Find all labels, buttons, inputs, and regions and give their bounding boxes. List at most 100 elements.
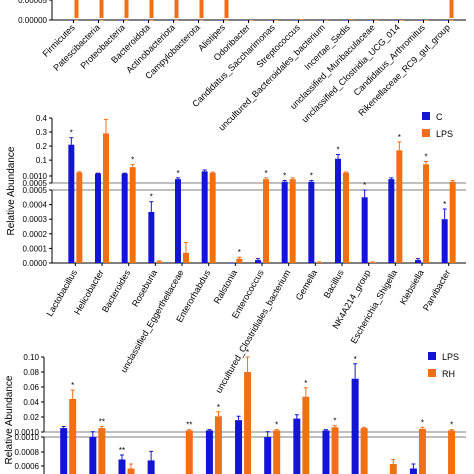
bar-s0-1 — [93, 20, 98, 21]
significance-star-12: * — [398, 133, 401, 142]
bar-top-cut-1 — [99, 0, 104, 18]
bar-s0-14 — [418, 20, 423, 21]
bar-s0-5 — [193, 20, 198, 21]
bar-top-cut-5 — [199, 0, 204, 18]
significance-star-5: * — [217, 403, 220, 412]
bar-s1-10 — [360, 428, 368, 474]
bar-s0-1 — [89, 437, 97, 474]
legend-swatch-0 — [428, 352, 436, 360]
bar-s1-1 — [98, 428, 106, 474]
x-tick-label-10: Bacillus — [322, 268, 346, 300]
y-tick-label-lower-1: 0.0008 — [15, 448, 40, 457]
bar-s1-9 — [316, 262, 323, 263]
y-tick-label-upper-0: 0.4 — [36, 114, 48, 123]
bar-s1-1 — [99, 20, 104, 21]
bar-s1-8 — [289, 179, 296, 263]
bar-s0-7 — [243, 20, 248, 21]
bar-s1-6 — [236, 258, 243, 263]
bar-s0-4 — [168, 20, 173, 21]
bar-s1-11 — [349, 19, 354, 20]
bar-s1-12 — [396, 150, 403, 263]
bar-s0-0 — [68, 20, 73, 21]
middle-chart: 0.40.30.20.10.00100.00050.00050.00040.00… — [6, 112, 466, 395]
y-tick-label-lower-4: 0.0001 — [23, 244, 48, 253]
bar-s1-2 — [127, 468, 135, 474]
significance-star-1: ** — [99, 417, 105, 426]
bar-s1-14 — [424, 20, 429, 21]
bar-top-cut-2 — [124, 0, 129, 18]
bar-s1-15 — [449, 20, 454, 21]
bar-s0-6 — [235, 420, 243, 474]
significance-star-13: * — [450, 421, 453, 430]
bar-s1-7 — [273, 430, 281, 474]
significance-star-4: ** — [186, 421, 192, 430]
x-tick-label-14: Parvibacter — [421, 268, 452, 312]
bar-s0-2 — [118, 20, 123, 21]
significance-star-10: * — [354, 355, 357, 364]
bar-s1-9 — [331, 427, 339, 474]
y-tick-label-lower-1: 0.0004 — [23, 201, 48, 210]
significance-star-10: * — [336, 146, 339, 155]
y-tick-label-upper-0: 0.10 — [23, 353, 39, 362]
bar-s0-5 — [201, 171, 208, 263]
y-tick-label-upper-2: 0.2 — [36, 142, 48, 151]
bar-top-cut-15 — [449, 0, 454, 18]
bar-s1-7 — [249, 20, 254, 21]
y-tick-label-0: 0.00005 — [18, 0, 47, 5]
x-tick-label-3: Roseburia — [130, 268, 159, 309]
bar-s1-6 — [224, 20, 229, 21]
bar-s0-9 — [322, 430, 330, 474]
significance-star-7: * — [264, 169, 267, 178]
significance-star-6: * — [246, 348, 249, 357]
bar-s0-0 — [60, 428, 68, 474]
bar-top-cut-6 — [224, 0, 229, 18]
bar-s1-5 — [214, 416, 222, 474]
significance-star-3: * — [150, 193, 153, 202]
x-tick-label-6: Ralstonia — [212, 268, 239, 306]
bar-s1-11 — [369, 262, 376, 263]
bar-s0-6 — [228, 263, 235, 264]
y-axis-label: Relative Abundance — [6, 146, 17, 235]
bar-s0-4 — [175, 179, 181, 263]
bar-s1-13 — [448, 430, 456, 474]
y-tick-label-lower-0: 0.0010 — [15, 433, 40, 442]
legend-swatch-0 — [422, 112, 430, 120]
significance-star-0: * — [71, 381, 74, 390]
bar-s0-10 — [351, 378, 359, 474]
significance-star-2: ** — [119, 446, 125, 455]
bar-s0-11 — [343, 20, 348, 21]
significance-star-11: * — [363, 181, 366, 190]
y-tick-label-upper-2: 0.06 — [23, 383, 39, 392]
legend-label-0: C — [436, 112, 443, 122]
bar-s1-0 — [69, 399, 77, 474]
bar-s0-8 — [268, 20, 273, 21]
bar-s0-12 — [388, 179, 395, 263]
y-tick-label-lower-2: 0.0006 — [15, 462, 40, 471]
bar-s1-14 — [449, 181, 456, 263]
bar-s1-7 — [263, 179, 269, 263]
bar-s0-2 — [121, 173, 128, 263]
bar-s1-3 — [149, 20, 154, 21]
bar-s0-10 — [335, 158, 341, 263]
legend-label-0: LPS — [442, 352, 459, 362]
significance-star-8: * — [304, 379, 307, 388]
y-tick-label-upper-1: 0.08 — [23, 368, 39, 377]
bar-s0-13 — [415, 260, 421, 263]
significance-star-13: * — [424, 153, 427, 162]
bar-s0-7 — [255, 260, 261, 263]
significance-star-6: * — [238, 248, 241, 257]
bar-s1-12 — [374, 20, 379, 21]
y-tick-label-upper-4: 0.02 — [23, 413, 39, 422]
bar-s0-12 — [409, 468, 417, 474]
bar-s0-10 — [318, 20, 323, 21]
y-tick-label-upper-1: 0.3 — [36, 128, 48, 137]
y-tick-label-upper-5: 0.0005 — [23, 179, 48, 188]
bar-top-cut-0 — [74, 0, 79, 18]
bar-s0-3 — [148, 211, 155, 263]
bar-s1-5 — [199, 20, 204, 21]
bar-s0-12 — [368, 20, 373, 21]
bar-s0-1 — [95, 173, 101, 263]
bar-s1-4 — [183, 252, 189, 263]
bar-s0-14 — [441, 219, 448, 263]
